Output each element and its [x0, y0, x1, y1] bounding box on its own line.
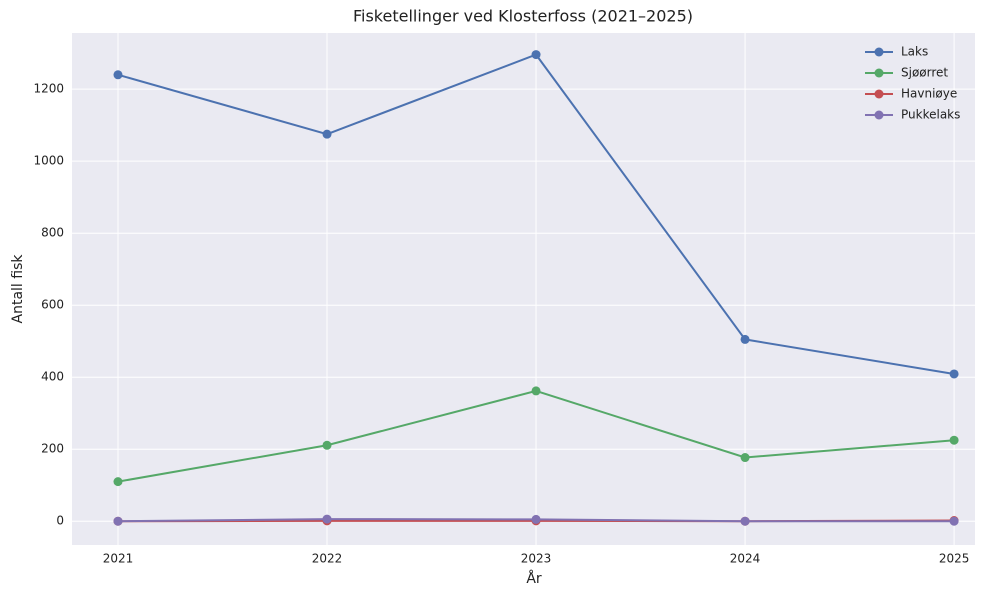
legend-label: Laks: [901, 45, 928, 59]
data-point: [949, 435, 959, 445]
data-point: [113, 477, 123, 487]
legend-label: Havniøye: [901, 87, 957, 101]
data-point: [322, 514, 332, 524]
x-tick-label: 2024: [730, 552, 761, 566]
x-tick-label: 2023: [521, 552, 552, 566]
legend-label: Sjøørret: [901, 66, 948, 80]
y-tick-label: 800: [41, 226, 64, 240]
data-point: [531, 514, 541, 524]
x-tick-label: 2022: [312, 552, 343, 566]
y-tick-label: 0: [56, 514, 64, 528]
legend-marker: [874, 89, 884, 99]
data-point: [113, 70, 123, 80]
data-point: [531, 386, 541, 396]
x-axis-label: År: [526, 570, 542, 587]
legend-label: Pukkelaks: [901, 108, 960, 122]
data-point: [322, 440, 332, 450]
legend-marker: [874, 110, 884, 120]
data-point: [113, 516, 123, 526]
y-tick-label: 600: [41, 298, 64, 312]
data-point: [740, 334, 750, 344]
data-point: [949, 516, 959, 526]
data-point: [740, 453, 750, 463]
data-point: [949, 369, 959, 379]
y-tick-label: 1200: [33, 82, 64, 96]
x-tick-label: 2025: [939, 552, 970, 566]
y-tick-label: 200: [41, 442, 64, 456]
plot-area: [72, 33, 975, 545]
data-point: [531, 50, 541, 60]
y-axis-label: Antall fisk: [10, 254, 26, 324]
y-tick-label: 1000: [33, 154, 64, 168]
y-tick-label: 400: [41, 370, 64, 384]
x-tick-label: 2021: [103, 552, 134, 566]
data-point: [322, 129, 332, 139]
legend-marker: [874, 68, 884, 78]
chart-title: Fisketellinger ved Klosterfoss (2021–202…: [353, 7, 693, 26]
legend-marker: [874, 47, 884, 57]
data-point: [740, 516, 750, 526]
